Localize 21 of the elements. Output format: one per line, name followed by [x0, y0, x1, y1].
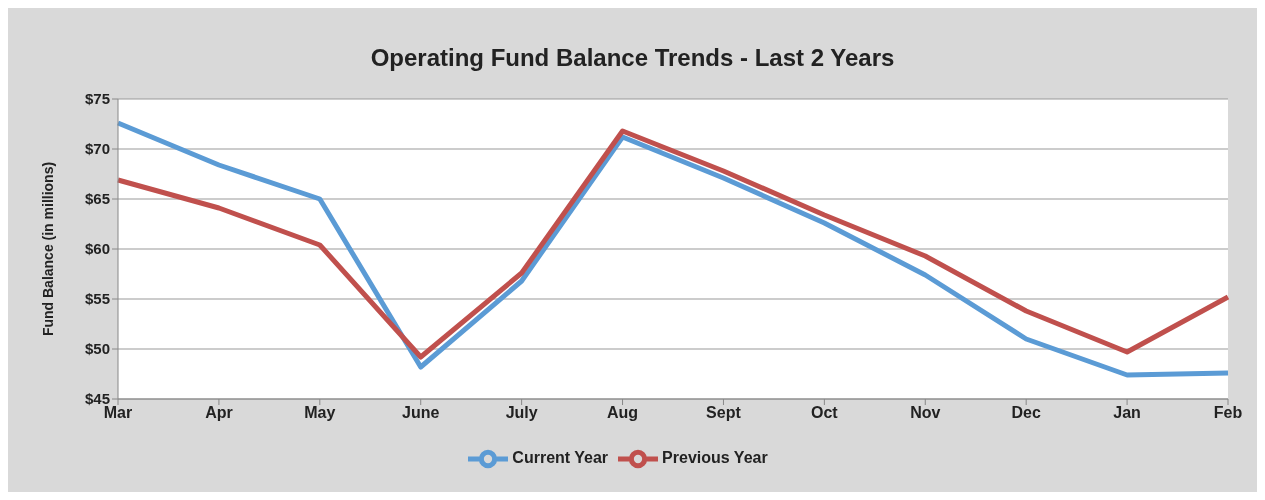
x-tick-label: May	[304, 404, 336, 422]
x-tick-label: Dec	[1011, 404, 1041, 422]
y-tick-label: $70	[84, 140, 110, 158]
y-tick-label: $65	[84, 190, 110, 208]
x-tick-label: Jan	[1113, 404, 1141, 422]
chart-title: Operating Fund Balance Trends - Last 2 Years	[370, 44, 895, 71]
x-tick-label: Oct	[811, 404, 839, 422]
y-axis-title: Fund Balance (in millions)	[39, 161, 56, 337]
y-tick-label: $55	[84, 290, 110, 308]
x-tick-label: Feb	[1213, 404, 1243, 422]
x-tick-label: Aug	[606, 404, 639, 422]
x-tick-label: July	[505, 404, 538, 422]
x-tick-label: Sept	[706, 404, 742, 422]
legend-label: Previous Year	[662, 449, 768, 467]
x-tick-label: June	[402, 404, 440, 422]
legend-label: Current Year	[512, 449, 609, 467]
x-tick-label: Apr	[205, 404, 233, 422]
x-tick-label: Nov	[910, 404, 941, 422]
y-tick-label: $50	[84, 340, 110, 358]
y-tick-label: $75	[84, 90, 110, 108]
y-tick-label: $60	[84, 240, 110, 258]
